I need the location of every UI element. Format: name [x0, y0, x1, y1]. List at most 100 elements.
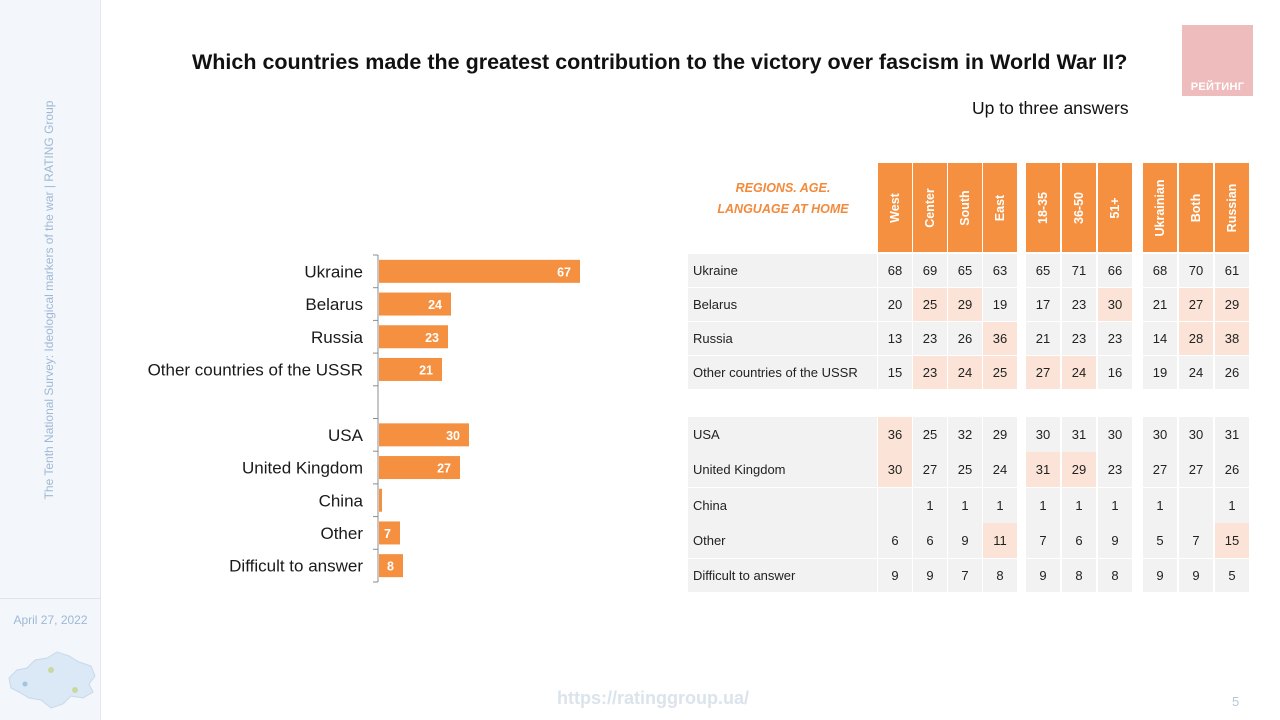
bar-category-label: Other: [320, 524, 363, 543]
bar: [379, 292, 451, 316]
table-cell: 15: [878, 356, 912, 389]
bar-category-label: China: [319, 491, 364, 510]
column-header-center: Center: [913, 163, 947, 252]
table-cell: 21: [1143, 288, 1177, 321]
table-cell: 36: [983, 322, 1017, 355]
table-row-label: Belarus: [688, 288, 877, 321]
regions-label-line: REGIONS. AGE.: [735, 181, 831, 195]
table-cell: 65: [948, 254, 982, 287]
sidebar: The Tenth National Survey: Ideological m…: [0, 0, 101, 720]
table-cell: 17: [1026, 288, 1060, 321]
bar-category-label: Other countries of the USSR: [148, 360, 363, 379]
column-header-south: South: [948, 163, 982, 252]
table-cell: 29: [1215, 288, 1249, 321]
table-cell: 27: [1179, 452, 1213, 487]
table-cell: 7: [948, 559, 982, 592]
column-header-label: 36-50: [1072, 191, 1086, 224]
table-cell: 23: [913, 356, 947, 389]
logo-text: РЕЙТИНГ: [1190, 81, 1245, 93]
table-cell: 21: [1026, 322, 1060, 355]
bar: [379, 554, 403, 578]
table-cell: 1: [948, 488, 982, 523]
survey-caption: The Tenth National Survey: Ideological m…: [42, 100, 56, 500]
regions-label-line: LANGUAGE AT HOME: [717, 202, 849, 216]
bar-category-label: Belarus: [305, 295, 363, 314]
column-header-label: West: [888, 192, 902, 223]
table-cell: 30: [1026, 417, 1060, 452]
table-cell: 27: [1143, 452, 1177, 487]
bar: [379, 456, 460, 480]
table-cell: 25: [983, 356, 1017, 389]
column-header-east: East: [983, 163, 1017, 252]
column-header-russian: Russian: [1215, 163, 1249, 252]
bar-category-label: Ukraine: [304, 262, 363, 281]
bar: [379, 325, 448, 349]
table-cell: 29: [1062, 452, 1096, 487]
table-cell: 1: [1098, 488, 1132, 523]
table-cell: 14: [1143, 322, 1177, 355]
table-cell: 25: [913, 417, 947, 452]
ukraine-map-icon: [8, 651, 96, 709]
table-row-label: Ukraine: [688, 254, 877, 287]
table-cell: [1179, 488, 1213, 523]
table-cell: 32: [948, 417, 982, 452]
table-cell: 8: [983, 559, 1017, 592]
table-cell: 7: [1179, 523, 1213, 558]
table-cell: 1: [913, 488, 947, 523]
table-row-label: Other: [688, 523, 877, 558]
answers-note: Up to three answers: [972, 98, 1129, 118]
table-cell: 23: [913, 322, 947, 355]
table-cell: 30: [878, 452, 912, 487]
column-header-label: Ukrainian: [1153, 179, 1167, 236]
column-header-label: South: [958, 189, 972, 226]
bar: [379, 488, 382, 512]
table-cell: 69: [913, 254, 947, 287]
table-cell: 1: [983, 488, 1017, 523]
table-cell: 28: [1179, 322, 1213, 355]
table-cell: 8: [1098, 559, 1132, 592]
table-cell: 63: [983, 254, 1017, 287]
table-cell: 30: [1098, 288, 1132, 321]
table-cell: 6: [1062, 523, 1096, 558]
table-cell: [878, 488, 912, 523]
table-cell: 6: [878, 523, 912, 558]
bar: [379, 259, 580, 283]
table-cell: 9: [1098, 523, 1132, 558]
table-cell: 20: [878, 288, 912, 321]
bar-value-label: 21: [419, 363, 433, 377]
table-cell: 6: [913, 523, 947, 558]
table-cell: 5: [1215, 559, 1249, 592]
table-cell: 31: [1062, 417, 1096, 452]
table-row-label: China: [688, 488, 877, 523]
table-cell: 66: [1098, 254, 1132, 287]
table-cell: 9: [1143, 559, 1177, 592]
table-cell: 1: [1026, 488, 1060, 523]
table-cell: 38: [1215, 322, 1249, 355]
table-cell: 26: [1215, 356, 1249, 389]
table-cell: 1: [1215, 488, 1249, 523]
table-cell: 31: [1026, 452, 1060, 487]
table-cell: 23: [1098, 322, 1132, 355]
bar-category-label: United Kingdom: [242, 459, 363, 478]
table-cell: 13: [878, 322, 912, 355]
table-cell: 25: [913, 288, 947, 321]
column-header-18-35: 18-35: [1026, 163, 1060, 252]
table-cell: 9: [1026, 559, 1060, 592]
bar: [379, 357, 442, 381]
table-cell: 24: [983, 452, 1017, 487]
table-cell: 27: [1179, 288, 1213, 321]
table-cell: 19: [983, 288, 1017, 321]
column-header-36-50: 36-50: [1062, 163, 1096, 252]
table-row-label: USA: [688, 417, 877, 452]
regions-age-language-label: REGIONS. AGE. LANGUAGE AT HOME: [688, 178, 878, 220]
table-cell: 29: [983, 417, 1017, 452]
table-cell: 27: [913, 452, 947, 487]
table-cell: 19: [1143, 356, 1177, 389]
column-header-label: Both: [1189, 193, 1203, 222]
table-cell: 31: [1215, 417, 1249, 452]
bar-chart: Ukraine 67 Belarus 24 Russia 23 Other countrie…: [148, 254, 580, 583]
table-cell: 24: [948, 356, 982, 389]
column-header-label: 51+: [1108, 196, 1122, 219]
table-cell: 30: [1179, 417, 1213, 452]
table-row-label: United Kingdom: [688, 452, 877, 487]
